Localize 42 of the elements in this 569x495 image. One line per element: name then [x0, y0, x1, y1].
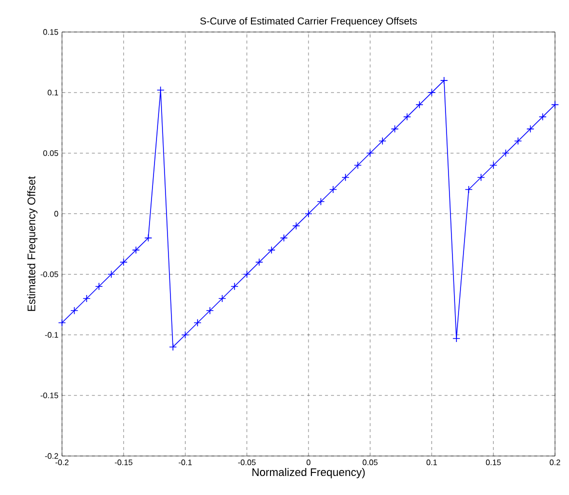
point — [82, 294, 91, 302]
point — [489, 161, 498, 170]
point — [255, 258, 264, 266]
point — [342, 173, 350, 182]
point — [120, 258, 128, 266]
point — [194, 318, 202, 327]
point — [464, 186, 473, 194]
point — [304, 210, 312, 218]
point — [206, 306, 214, 315]
point — [366, 149, 374, 158]
point — [329, 186, 338, 194]
chart-title: S-Curve of Estimated Carrier Frequencey Offsets — [200, 17, 417, 26]
point — [169, 343, 177, 351]
y-axis-title: Estimated Frequency Offset — [27, 176, 38, 311]
point — [132, 246, 140, 254]
x-axis-title: Normalized Frequency) — [252, 468, 365, 478]
point — [58, 318, 66, 327]
point — [280, 234, 288, 242]
point — [144, 234, 152, 242]
point — [354, 161, 362, 170]
point — [107, 270, 116, 278]
point — [440, 76, 448, 84]
point — [538, 112, 547, 121]
point — [316, 198, 325, 206]
point — [428, 88, 436, 96]
point — [242, 270, 251, 278]
point — [292, 222, 300, 230]
point — [514, 137, 522, 145]
point — [551, 100, 559, 109]
point — [502, 149, 510, 158]
point — [95, 282, 103, 290]
point — [416, 100, 424, 109]
point — [230, 282, 238, 290]
point — [390, 125, 399, 133]
point — [403, 112, 411, 121]
point — [526, 125, 534, 133]
point — [268, 246, 276, 254]
point — [181, 330, 190, 339]
point — [70, 306, 78, 315]
point — [477, 173, 485, 182]
point — [378, 137, 386, 145]
point — [218, 294, 226, 302]
